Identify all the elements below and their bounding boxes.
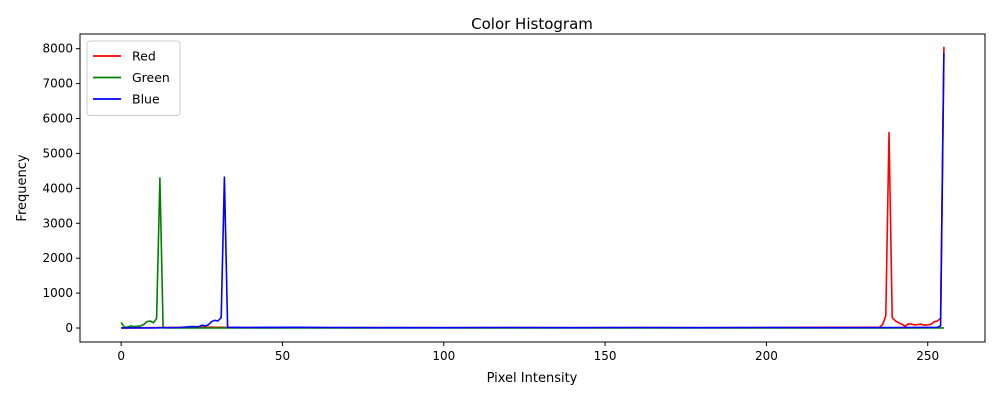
x-tick-label: 200: [755, 349, 778, 363]
x-tick-label: 0: [117, 349, 125, 363]
y-axis-label: Frequency: [15, 154, 30, 221]
legend-label-green: Green: [132, 70, 170, 85]
x-tick-label: 250: [916, 349, 939, 363]
x-tick-label: 150: [594, 349, 617, 363]
y-tick-label: 8000: [42, 42, 73, 56]
x-axis-label: Pixel Intensity: [487, 371, 578, 386]
y-axis-ticks: 0 1000 2000 3000 4000 5000 6000 7000 8000: [42, 42, 80, 335]
legend-label-blue: Blue: [132, 92, 160, 107]
legend-label-red: Red: [132, 49, 156, 64]
series-line-green: [120, 177, 944, 329]
y-tick-label: 6000: [42, 112, 73, 126]
x-tick-label: 50: [275, 349, 290, 363]
series-line-red: [121, 46, 945, 329]
y-tick-label: 1000: [42, 286, 73, 300]
legend: Red Green Blue: [86, 40, 181, 116]
y-tick-label: 0: [65, 321, 73, 335]
plot-area: [79, 33, 986, 343]
chart-title: Color Histogram: [471, 15, 593, 33]
y-tick-label: 4000: [42, 181, 73, 195]
y-tick-label: 5000: [42, 146, 73, 160]
legend-box: [86, 40, 181, 116]
x-tick-label: 100: [432, 349, 455, 363]
series-layer: [120, 46, 945, 329]
y-tick-label: 7000: [42, 77, 73, 91]
x-axis-ticks: 0 50 100 150 200 250: [117, 342, 939, 363]
y-tick-label: 2000: [42, 251, 73, 265]
y-tick-label: 3000: [42, 216, 73, 230]
series-line-blue: [121, 52, 945, 329]
